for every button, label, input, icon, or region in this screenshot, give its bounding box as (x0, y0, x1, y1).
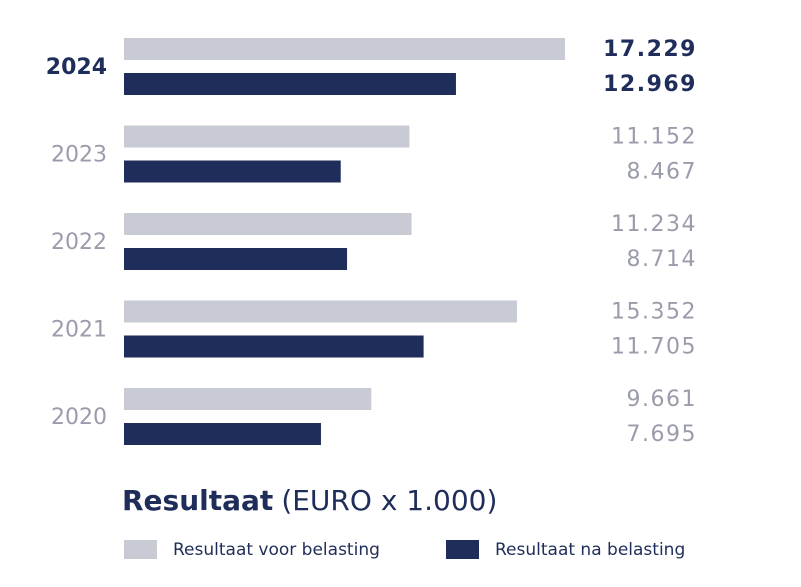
y-tick-label: 2021 (51, 318, 107, 343)
y-tick-label: 2020 (51, 405, 107, 430)
value-label: 8.714 (627, 247, 697, 272)
bar (124, 248, 348, 270)
value-label: 9.661 (627, 387, 697, 412)
value-label: 8.467 (627, 160, 697, 185)
bar (124, 160, 341, 183)
legend-swatch (124, 540, 157, 559)
bar (124, 388, 372, 410)
legend-label: Resultaat voor belasting (173, 540, 380, 560)
y-tick-label: 2024 (46, 55, 107, 80)
value-label: 15.352 (611, 300, 697, 325)
bar (124, 300, 517, 323)
bar (124, 213, 412, 235)
value-label: 11.705 (611, 335, 697, 360)
title: Resultaat (122, 484, 273, 517)
value-label: 7.695 (627, 422, 697, 447)
bar (124, 125, 410, 148)
value-label: 12.969 (603, 72, 697, 97)
legend-label: Resultaat na belasting (495, 540, 685, 560)
bar (124, 38, 565, 60)
bar (124, 73, 456, 95)
legend-swatch (446, 540, 479, 559)
y-tick-label: 2022 (51, 230, 107, 255)
chart-title: Resultaat (EURO x 1.000) (122, 484, 497, 517)
bar (124, 423, 321, 445)
y-tick-label: 2023 (51, 143, 107, 168)
bar (124, 335, 424, 358)
value-label: 11.234 (611, 212, 697, 237)
subtitle: (EURO x 1.000) (281, 484, 497, 517)
value-label: 17.229 (603, 37, 697, 62)
value-label: 11.152 (611, 125, 697, 150)
